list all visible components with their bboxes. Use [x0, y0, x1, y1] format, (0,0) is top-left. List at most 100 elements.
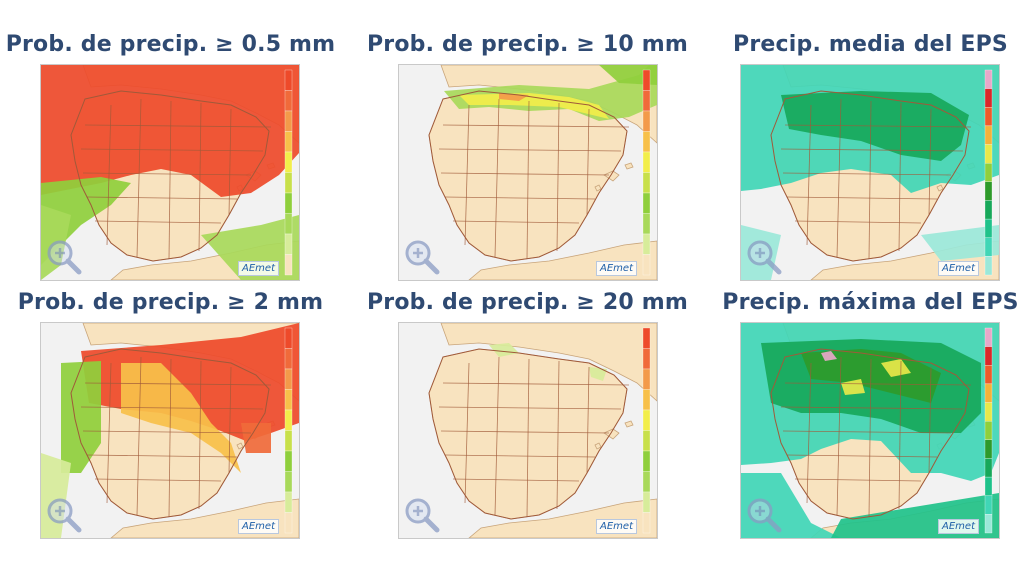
color-scale-step — [642, 213, 651, 235]
province-border — [168, 100, 172, 260]
province-border — [928, 366, 932, 474]
color-scale-step — [984, 181, 993, 201]
zoom-in-icon[interactable] — [43, 494, 83, 534]
precip-map-panel-3[interactable]: AEmet — [740, 64, 1000, 281]
color-scale-step — [284, 192, 293, 214]
precip-area-5 — [41, 453, 71, 538]
coastline — [70, 348, 270, 520]
province-border — [136, 98, 142, 258]
precip-map-panel-6[interactable]: AEmet — [740, 322, 1000, 539]
color-scale-step — [984, 421, 993, 440]
province-border — [452, 478, 580, 482]
province-border — [794, 220, 922, 224]
color-scale-step — [984, 107, 993, 127]
coastline — [428, 90, 628, 262]
province-border — [806, 104, 812, 246]
precip-area-2 — [589, 367, 607, 381]
color-scale-step — [642, 151, 651, 173]
province-border — [494, 356, 500, 516]
panel-title-3: Precip. media del EPS — [733, 32, 1008, 57]
aemet-logo: AEmet — [938, 519, 979, 534]
color-scale-step — [284, 110, 293, 132]
color-scale-step — [642, 368, 651, 390]
province-border — [786, 196, 938, 200]
province-border — [82, 430, 252, 434]
color-scale-step — [284, 491, 293, 513]
color-scale-step — [984, 144, 993, 164]
color-scale-step — [984, 346, 993, 366]
color-scale-bar — [284, 327, 293, 534]
color-scale-step — [642, 192, 651, 214]
color-scale-step — [284, 389, 293, 411]
color-scale-step — [984, 458, 993, 478]
color-scale-step — [284, 327, 293, 349]
color-scale-step — [984, 163, 993, 182]
province-border — [556, 102, 560, 252]
aemet-logo: AEmet — [596, 261, 637, 276]
panel-title-5: Prob. de precip. ≥ 20 mm — [366, 290, 689, 315]
province-border — [784, 124, 972, 128]
color-scale-step — [642, 327, 651, 349]
precip-area-4 — [241, 423, 271, 453]
color-scale-step — [984, 125, 993, 145]
province-border — [898, 102, 902, 252]
province-border — [442, 124, 630, 128]
color-scale-step — [984, 88, 993, 108]
precip-area-4 — [599, 65, 657, 85]
color-scale-step — [984, 514, 993, 534]
color-scale-step — [642, 69, 651, 91]
province-border — [780, 406, 964, 410]
province-border — [444, 454, 596, 458]
province-border — [780, 148, 964, 152]
zoom-in-icon[interactable] — [401, 236, 441, 276]
precip-area-4 — [821, 351, 837, 361]
zoom-in-icon[interactable] — [401, 494, 441, 534]
aemet-logo: AEmet — [238, 261, 279, 276]
color-scale-step — [984, 402, 993, 422]
land-ibiza — [594, 442, 602, 450]
province-border — [784, 382, 972, 386]
land-menorca — [624, 420, 634, 428]
land-mallorca — [603, 428, 620, 440]
color-scale-step — [984, 200, 993, 220]
color-scale-step — [284, 254, 293, 276]
color-scale-step — [984, 495, 993, 515]
aemet-logo: AEmet — [596, 519, 637, 534]
province-border — [442, 382, 630, 386]
province-border — [106, 362, 112, 504]
zoom-in-icon[interactable] — [43, 236, 83, 276]
zoom-in-icon[interactable] — [743, 236, 783, 276]
land-ibiza — [594, 184, 602, 192]
coastline — [70, 90, 270, 262]
color-scale-step — [642, 172, 651, 194]
precip-map-panel-1[interactable]: AEmet — [40, 64, 300, 281]
land-menorca — [624, 162, 634, 170]
precip-map-panel-4[interactable]: AEmet — [40, 322, 300, 539]
color-scale-step — [284, 409, 293, 431]
color-scale-bar — [284, 69, 293, 276]
precip-area-1 — [444, 65, 657, 121]
precip-map — [399, 323, 657, 538]
panel-title-6: Precip. máxima del EPS — [722, 290, 1019, 315]
color-scale-step — [284, 348, 293, 370]
precip-area-1 — [41, 65, 299, 197]
province-border — [84, 124, 272, 128]
coastline — [770, 90, 970, 262]
zoom-in-icon[interactable] — [743, 494, 783, 534]
province-border — [198, 102, 202, 252]
province-border — [438, 148, 622, 152]
province-border — [836, 98, 842, 258]
color-scale-step — [642, 110, 651, 132]
precip-map-panel-2[interactable]: AEmet — [398, 64, 658, 281]
color-scale-step — [642, 348, 651, 370]
province-border — [440, 430, 610, 434]
panel-title-4: Prob. de precip. ≥ 2 mm — [17, 290, 324, 315]
province-border — [438, 406, 622, 410]
color-scale-step — [284, 512, 293, 534]
color-scale-step — [642, 131, 651, 153]
color-scale-step — [642, 512, 651, 534]
province-border — [80, 148, 264, 152]
color-scale-step — [984, 256, 993, 276]
province-border — [82, 172, 252, 176]
precip-map-panel-5[interactable]: AEmet — [398, 322, 658, 539]
